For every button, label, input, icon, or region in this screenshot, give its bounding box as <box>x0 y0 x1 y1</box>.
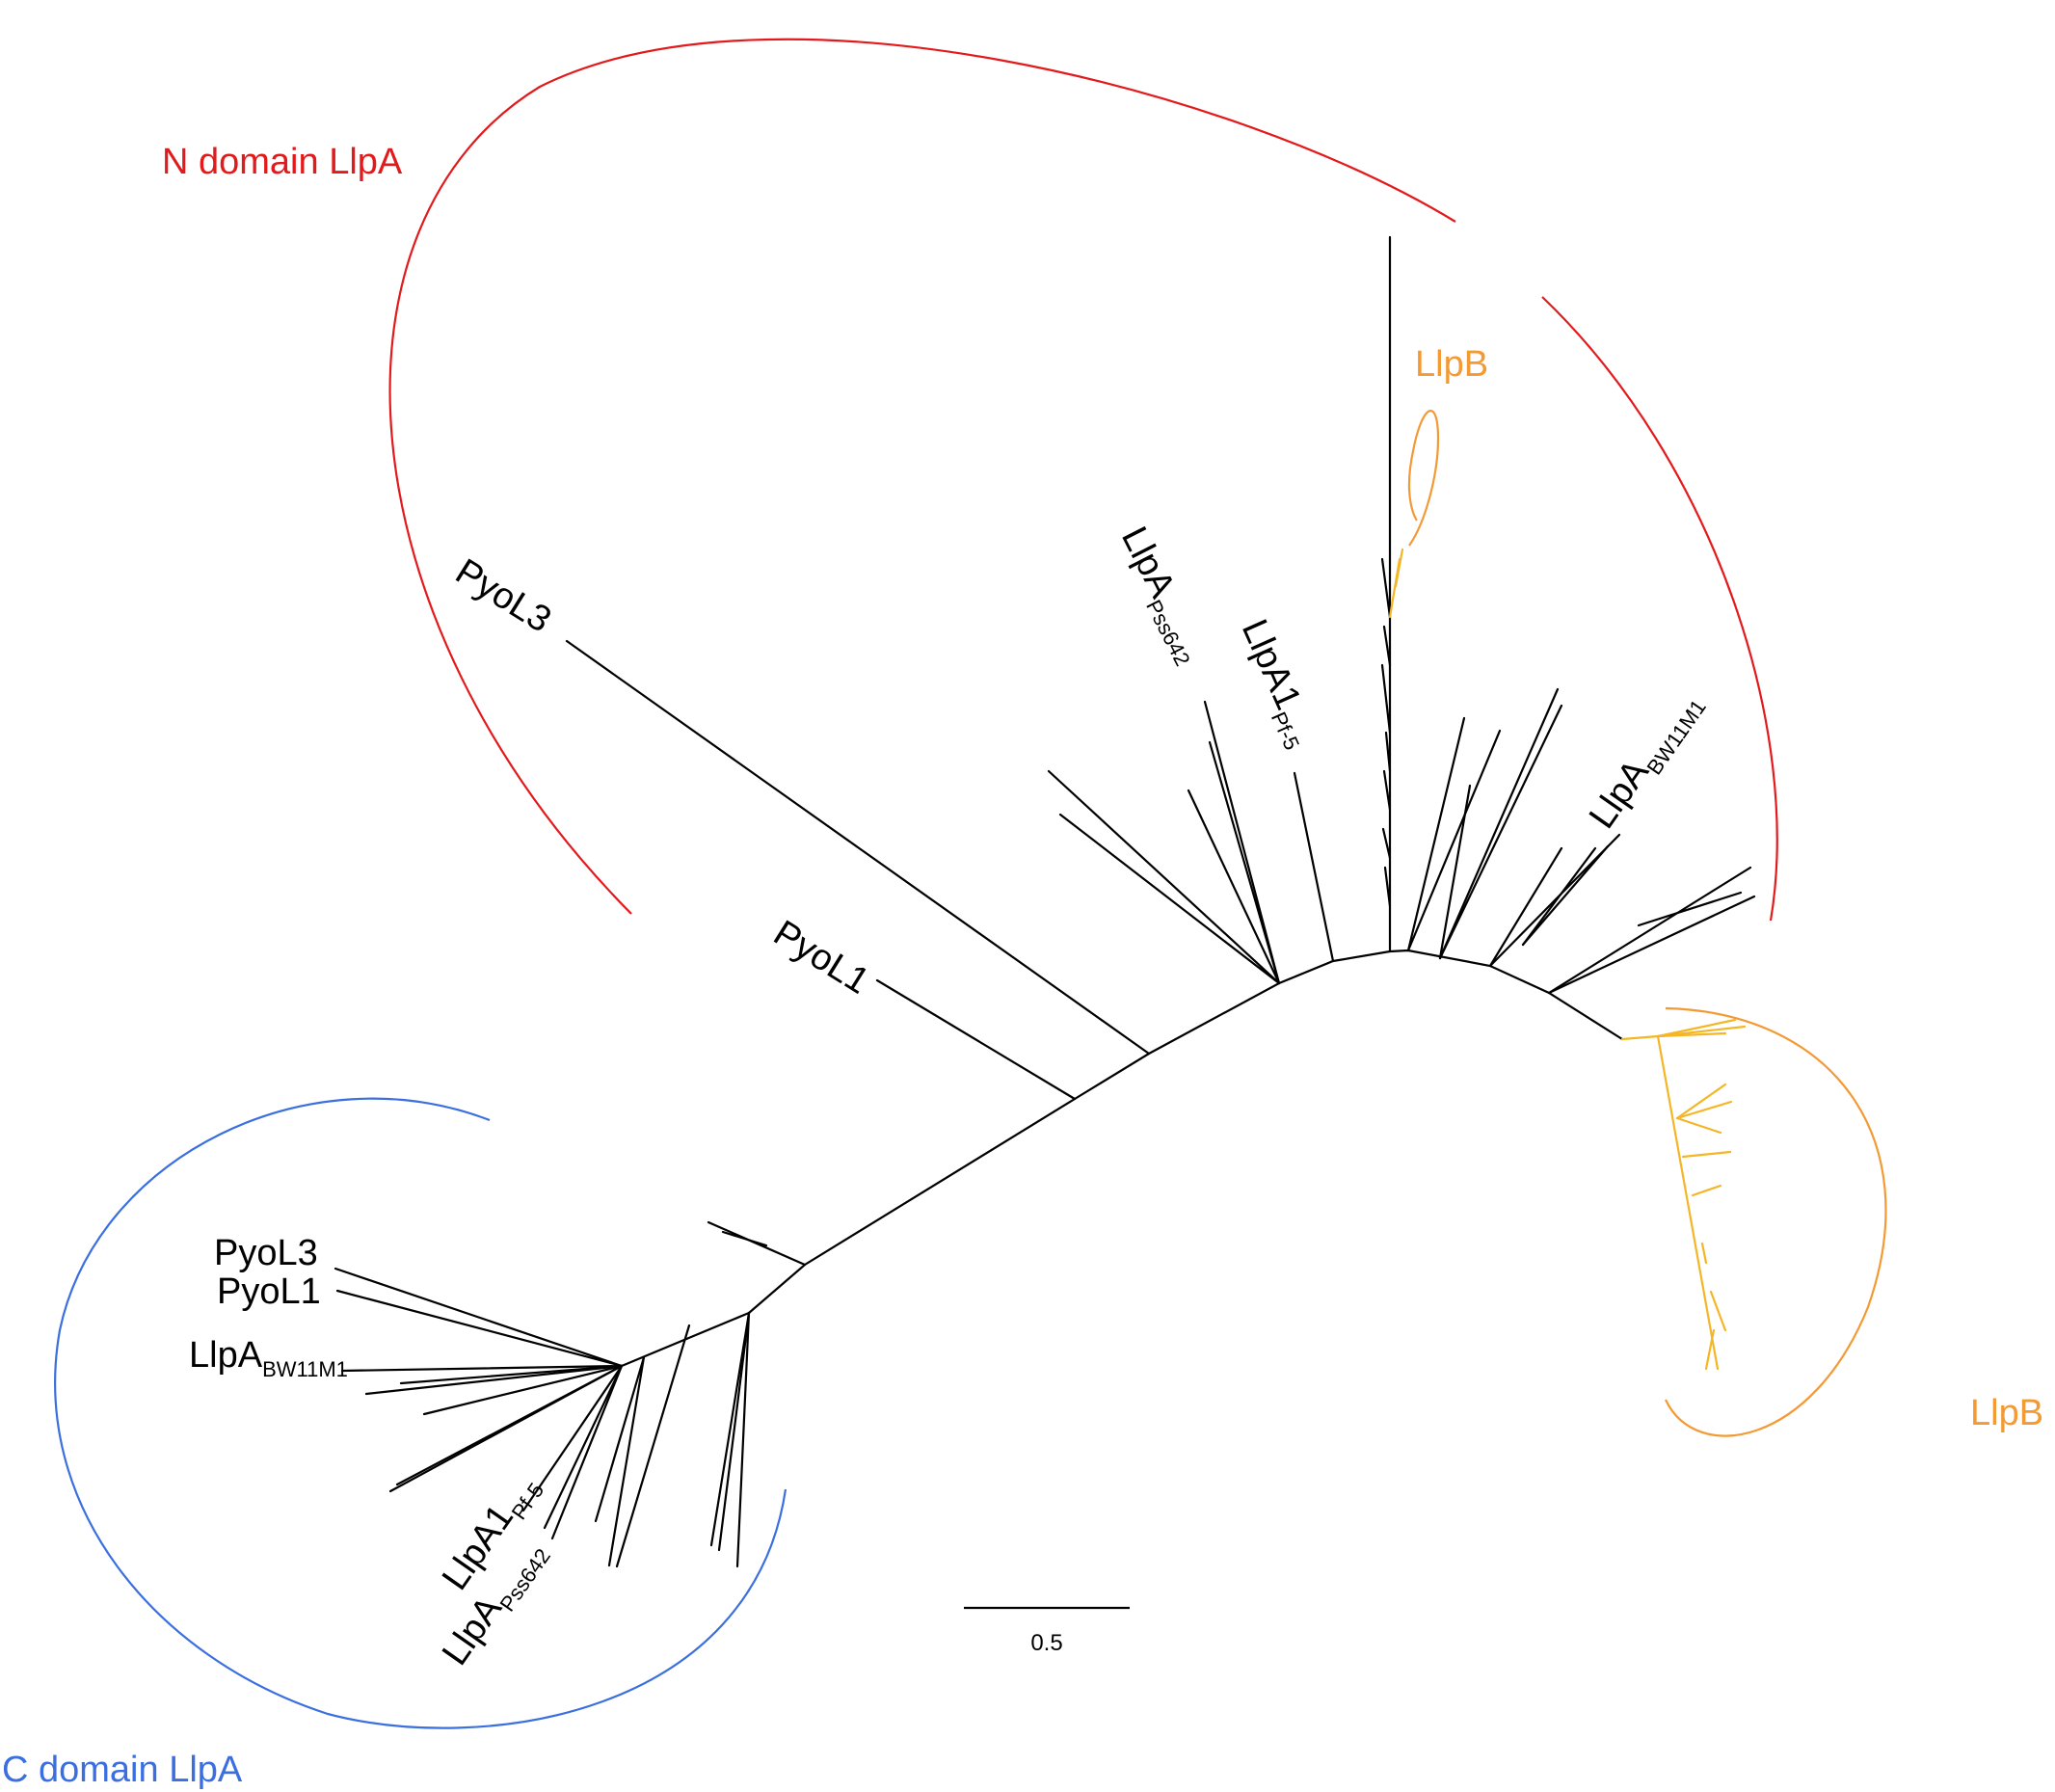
branch-llpb-right <box>1656 1031 1727 1038</box>
branch-n-clade <box>1438 784 1472 960</box>
branch-llpb-right <box>1656 1034 1720 1371</box>
branch-n-clade <box>1637 891 1743 927</box>
branch-llpb-right <box>1656 1018 1737 1038</box>
taxon-name: LlpA1 <box>1234 614 1309 716</box>
taxon-name: LlpA <box>1113 521 1183 604</box>
branch-c-clade <box>422 1364 624 1416</box>
branch-n-clade <box>1293 771 1335 963</box>
taxon-name: PyoL3 <box>448 551 558 641</box>
c-domain-arc <box>54 1097 787 1729</box>
branch-llpb-right <box>1709 1290 1727 1332</box>
taxon-label-n-llpa-bw11m1: LlpABW11M1 <box>1582 682 1711 840</box>
taxon-name: PyoL3 <box>214 1233 318 1273</box>
c-domain-group-label: C domain LlpA <box>2 1750 243 1790</box>
branch-n-pyol1 <box>875 978 1077 1101</box>
branch-llpb-right <box>1691 1184 1722 1197</box>
branch-n-clade <box>1187 789 1281 985</box>
tree-branches <box>334 235 1756 1568</box>
taxon-label-n-pyol1: PyoL1 <box>766 913 876 1003</box>
branch-c-clade <box>340 1364 624 1373</box>
branch-n-clade <box>1521 846 1597 947</box>
taxon-label-c-pyol1: PyoL1 <box>217 1271 321 1312</box>
branch-n-clade <box>1547 866 1752 995</box>
backbone-branch <box>747 949 1624 1315</box>
llpb-right-arc <box>1665 1006 1887 1437</box>
branch-n-clade <box>1488 846 1563 968</box>
branch-c-clade <box>717 1311 751 1552</box>
branch-c-clade <box>607 1355 646 1567</box>
clade-arcs <box>54 38 1887 1729</box>
branch-llpb-right <box>1620 1034 1660 1041</box>
branch-c-clade <box>543 1364 624 1530</box>
branch-llpb-right <box>1675 1116 1722 1135</box>
taxon-subscript: Pss642 <box>494 1544 555 1616</box>
branch-n-pyol3 <box>565 639 1151 1056</box>
branch-n-clade <box>1438 687 1560 960</box>
n-domain-arc <box>388 38 1456 915</box>
branch-n-stub <box>1380 663 1392 735</box>
taxon-label-n-llpa1-pf5: LlpA1Pf-5 <box>1228 614 1324 754</box>
branch-n-stub <box>1382 625 1392 667</box>
branch-c-clade <box>709 1311 751 1547</box>
branch-llpb-top <box>1394 548 1404 588</box>
branch-n-clade <box>1521 844 1610 947</box>
branch-n-stub <box>1381 827 1392 860</box>
branch-c-clade <box>615 1324 691 1568</box>
branch-n-stub <box>1380 557 1392 619</box>
branch-llpb-right <box>1681 1150 1732 1159</box>
branch-llpb-right <box>1700 1242 1708 1265</box>
branch-c-stub <box>721 1230 768 1247</box>
branch-n-stub <box>1384 731 1392 773</box>
branch-n-clade <box>1438 704 1563 960</box>
branch-c-clade <box>399 1364 624 1385</box>
llpb-top-arc <box>1407 410 1440 547</box>
taxon-label-c-llpa-bw11m1: LlpABW11M1 <box>189 1335 348 1381</box>
branch-llpb-right <box>1675 1100 1733 1120</box>
taxon-label-n-llpa-pss642: LlpAPss642 <box>1108 521 1215 670</box>
branch-llpb-right <box>1704 1328 1716 1371</box>
branch-c-pyol1 <box>335 1289 624 1368</box>
scale-bar-label: 0.5 <box>1030 1630 1062 1656</box>
branch-n-clade <box>1406 716 1466 952</box>
taxon-subscript: BW11M1 <box>1641 695 1710 779</box>
branch-llpb-right <box>1675 1083 1727 1120</box>
branch-n-clade <box>1547 895 1756 995</box>
branch-c-clade <box>521 1364 624 1512</box>
taxon-subscript: Pss642 <box>1141 596 1195 670</box>
n-domain-group-label: N domain LlpA <box>162 142 403 182</box>
branch-n-clade <box>1203 700 1281 985</box>
taxon-label-n-pyol3: PyoL3 <box>448 551 558 641</box>
branch-n-stub <box>1383 866 1392 908</box>
branch-n-clade <box>1406 729 1502 952</box>
n-domain-arc-right <box>1541 296 1778 922</box>
branch-c-clade <box>735 1311 751 1568</box>
llpb-right-group-label: LlpB <box>1970 1393 2043 1433</box>
branch-c-clade <box>594 1355 646 1523</box>
taxon-subscript: BW11M1 <box>262 1357 348 1381</box>
taxon-label-c-pyol3: PyoL3 <box>214 1233 318 1273</box>
taxon-subscript: Pf-5 <box>1267 709 1304 754</box>
taxon-name: PyoL1 <box>217 1271 321 1312</box>
taxon-name: PyoL1 <box>766 913 876 1003</box>
branch-n-clade <box>1047 769 1281 985</box>
branch-n-clade <box>1058 813 1281 985</box>
branch-c-clade <box>388 1364 624 1493</box>
branch-n-stub <box>1382 769 1392 812</box>
branch-c-clade <box>364 1364 624 1396</box>
branch-c-pyol3 <box>334 1267 624 1368</box>
llpb-top-group-label: LlpB <box>1415 344 1488 385</box>
taxon-name: LlpA <box>189 1335 263 1376</box>
branch-c-clade <box>550 1364 624 1540</box>
